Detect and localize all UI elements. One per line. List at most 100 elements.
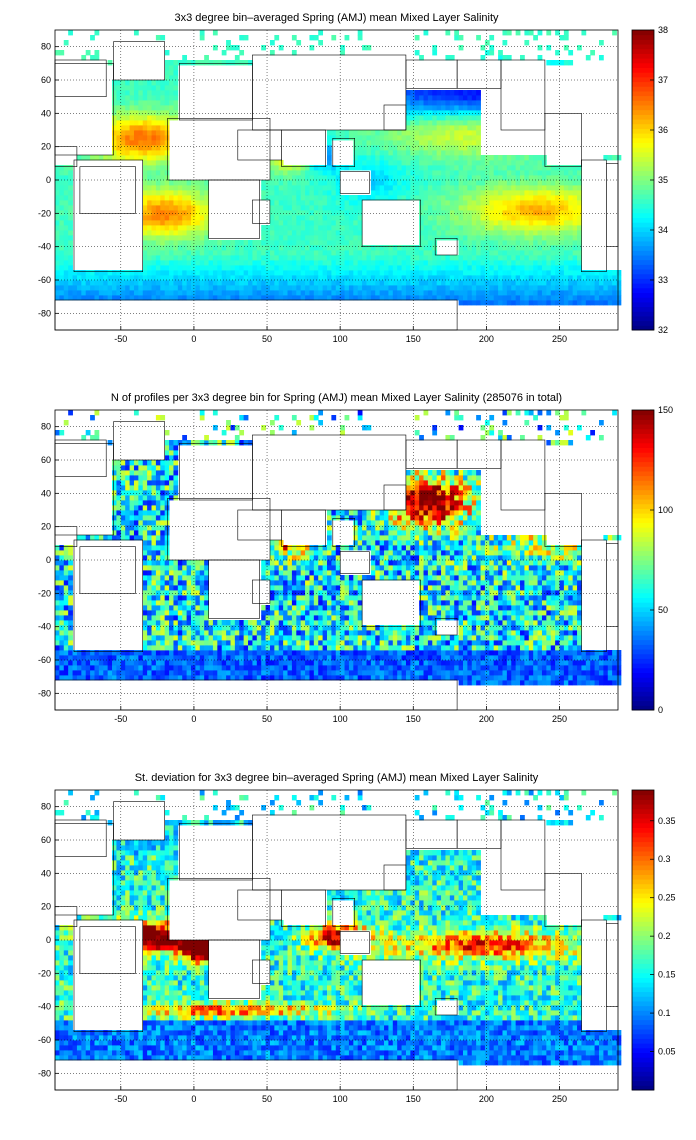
heatmap-cell: [265, 245, 271, 251]
heatmap-cell: [300, 675, 306, 681]
heatmap-cell: [155, 285, 161, 291]
heatmap-cell: [546, 45, 552, 51]
heatmap-cell: [449, 200, 455, 206]
heatmap-cell: [204, 250, 209, 256]
heatmap-cell: [458, 140, 464, 146]
heatmap-cell: [313, 295, 319, 301]
heatmap-cell: [493, 265, 499, 271]
heatmap-cell: [239, 650, 245, 656]
heatmap-cell: [318, 190, 324, 196]
heatmap-cell: [63, 185, 69, 191]
heatmap-cell: [498, 675, 503, 681]
heatmap-cell: [147, 130, 152, 136]
heatmap-cell: [533, 205, 538, 211]
heatmap-cell: [506, 650, 512, 656]
heatmap-cell: [344, 225, 350, 231]
heatmap-cell: [528, 205, 534, 211]
heatmap-cell: [155, 675, 161, 681]
heatmap-cell: [462, 215, 468, 221]
heatmap-cell: [147, 145, 152, 151]
heatmap-cell: [248, 655, 253, 661]
heatmap-cell: [318, 635, 324, 641]
heatmap-cell: [322, 625, 328, 631]
heatmap-cell: [204, 625, 209, 631]
colorbar-segment: [632, 133, 654, 139]
heatmap-cell: [445, 100, 451, 106]
heatmap-cell: [454, 170, 460, 176]
heatmap-cell: [541, 250, 547, 256]
heatmap-cell: [476, 255, 481, 261]
heatmap-cell: [533, 155, 538, 161]
heatmap-cell: [300, 170, 306, 176]
heatmap-cell: [331, 615, 337, 621]
heatmap-cell: [577, 240, 582, 246]
heatmap-cell: [239, 655, 245, 661]
heatmap-cell: [405, 665, 411, 671]
heatmap-cell: [445, 165, 451, 171]
heatmap-cell: [151, 125, 157, 131]
heatmap-cell: [603, 275, 609, 281]
heatmap-cell: [208, 290, 214, 296]
heatmap-cell: [616, 660, 622, 666]
heatmap-cell: [217, 645, 223, 651]
heatmap-cell: [541, 240, 547, 246]
heatmap-cell: [476, 265, 481, 271]
heatmap-cell: [366, 285, 372, 291]
heatmap-cell: [616, 270, 622, 276]
heatmap-cell: [278, 230, 284, 236]
heatmap-cell: [133, 120, 139, 126]
heatmap-cell: [572, 210, 578, 216]
heatmap-cell: [243, 295, 249, 301]
heatmap-cell: [230, 240, 236, 246]
heatmap-cell: [243, 675, 249, 681]
heatmap-cell: [489, 230, 495, 236]
heatmap-cell: [432, 230, 438, 236]
heatmap-cell: [427, 620, 433, 626]
heatmap-cell: [419, 245, 424, 251]
heatmap-cell: [366, 660, 372, 666]
heatmap-cell: [572, 200, 578, 206]
heatmap-cell: [419, 265, 424, 271]
heatmap-cell: [401, 180, 407, 186]
heatmap-cell: [199, 35, 205, 41]
heatmap-cell: [493, 670, 499, 676]
heatmap-cell: [541, 210, 547, 216]
heatmap-cell: [375, 625, 381, 631]
heatmap-cell: [441, 660, 446, 666]
heatmap-cell: [436, 130, 442, 136]
heatmap-cell: [81, 280, 87, 286]
heatmap-cell: [401, 650, 407, 656]
heatmap-cell: [467, 300, 473, 306]
heatmap-cell: [449, 160, 455, 166]
heatmap-cell: [493, 280, 499, 286]
heatmap-cell: [239, 665, 245, 671]
heatmap-cell: [427, 200, 433, 206]
heatmap-cell: [81, 155, 87, 161]
heatmap-cell: [427, 630, 433, 636]
heatmap-cell: [59, 50, 65, 56]
heatmap-cell: [283, 665, 288, 671]
heatmap-cell: [515, 225, 521, 231]
heatmap-cell: [533, 250, 538, 256]
heatmap-cell: [471, 235, 477, 241]
heatmap-cell: [506, 205, 512, 211]
heatmap-cell: [410, 295, 416, 301]
heatmap-cell: [520, 300, 525, 306]
heatmap-cell: [239, 295, 245, 301]
heatmap-cell: [326, 200, 332, 206]
heatmap-cell: [256, 275, 262, 281]
heatmap-cell: [449, 640, 455, 646]
heatmap-cell: [489, 650, 495, 656]
heatmap-cell: [572, 635, 578, 641]
heatmap-cell: [397, 270, 402, 276]
heatmap-cell: [173, 620, 179, 626]
heatmap-cell: [313, 620, 319, 626]
heatmap-cell: [515, 30, 521, 36]
heatmap-cell: [85, 270, 91, 276]
heatmap-cell: [151, 220, 157, 226]
heatmap-cell: [173, 260, 179, 266]
heatmap-cell: [384, 155, 389, 161]
heatmap-cell: [331, 135, 337, 141]
heatmap-cell: [59, 615, 65, 621]
heatmap-cell: [511, 220, 517, 226]
